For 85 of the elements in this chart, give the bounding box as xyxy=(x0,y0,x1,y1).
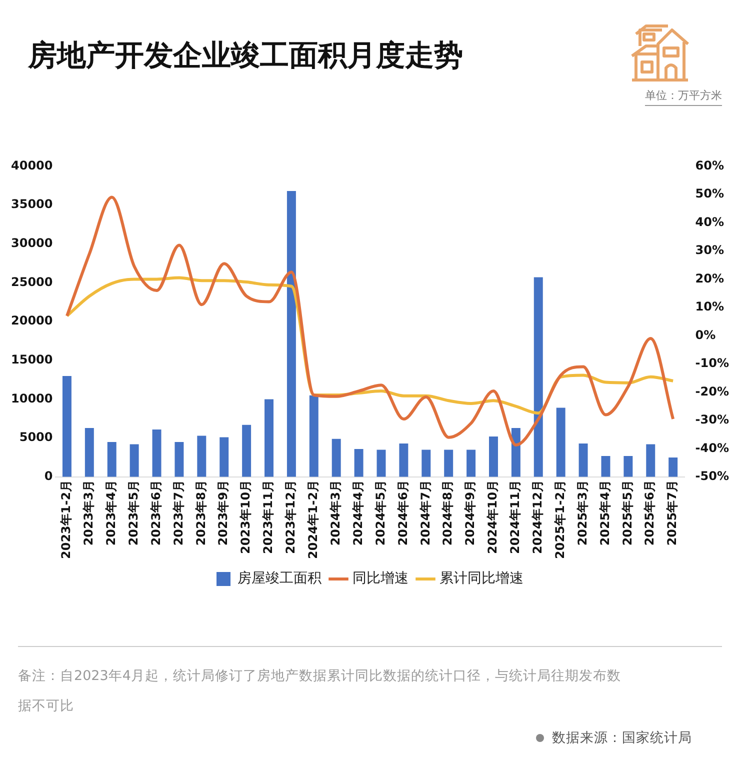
y2-tick-label: 60% xyxy=(695,158,724,172)
x-tick-label: 2024年9月 xyxy=(463,480,478,546)
x-tick-label: 2023年6月 xyxy=(148,480,163,546)
bar xyxy=(444,450,454,477)
bar xyxy=(624,456,633,477)
y-tick-label: 5000 xyxy=(19,430,53,444)
y-tick-label: 20000 xyxy=(11,314,53,328)
x-tick-label: 2025年6月 xyxy=(642,480,657,546)
bar xyxy=(578,444,588,477)
bar xyxy=(130,444,139,477)
y-tick-label: 40000 xyxy=(11,158,53,172)
bar xyxy=(264,399,274,477)
bar xyxy=(174,442,184,477)
legend-label: 房屋竣工面积 xyxy=(238,570,322,587)
y2-tick-label: -30% xyxy=(695,412,729,427)
bar xyxy=(534,277,543,477)
bar xyxy=(646,444,656,477)
bar xyxy=(242,424,252,477)
bar xyxy=(354,448,364,477)
x-tick-label: 2024年11月 xyxy=(508,480,522,554)
legend-label: 同比增速 xyxy=(352,570,408,587)
x-tick-label: 2023年9月 xyxy=(216,480,230,546)
y-tick-label: 30000 xyxy=(11,236,53,250)
x-tick-label: 2023年3月 xyxy=(82,480,96,546)
bar xyxy=(601,456,610,477)
y2-tick-label: 0% xyxy=(695,328,716,342)
x-tick-label: 2024年6月 xyxy=(396,480,410,546)
x-tick-label: 2024年8月 xyxy=(440,480,455,546)
y2-tick-label: 50% xyxy=(695,186,724,201)
y2-tick-label: 40% xyxy=(695,214,724,229)
bar xyxy=(332,438,341,477)
x-tick-label: 2024年10月 xyxy=(486,480,500,554)
y2-tick-label: 10% xyxy=(695,300,724,314)
x-tick-label: 2024年7月 xyxy=(418,480,432,546)
bar xyxy=(220,437,229,477)
bar xyxy=(197,436,206,477)
line-series xyxy=(65,196,675,447)
y2-tick-label: 20% xyxy=(695,271,724,286)
x-tick-label: 2023年12月 xyxy=(284,480,298,554)
bar xyxy=(489,436,498,477)
y-tick-label: 15000 xyxy=(11,352,53,367)
text: 备注：自2023年4月起，统计局修订了房地产数据累计同比数据的统计口径，与统计局往期发布数据不可比 xyxy=(18,646,722,721)
x-tick-label: 2025年3月 xyxy=(575,480,590,546)
y2-tick-label: -20% xyxy=(695,384,729,398)
bar xyxy=(107,442,116,477)
x-tick-label: 2024年12月 xyxy=(530,480,545,554)
source-note: 数据来源：国家统计局 xyxy=(552,729,692,747)
x-tick-label: 2025年1-2月 xyxy=(552,480,567,559)
x-tick-label: 2023年8月 xyxy=(194,480,208,546)
x-tick-label: 2023年11月 xyxy=(261,480,276,554)
bar xyxy=(668,458,678,477)
text: 单位：万平方米 xyxy=(645,88,722,106)
bar xyxy=(152,430,162,477)
y2-tick-label: 30% xyxy=(695,243,724,258)
x-tick-label: 2023年1-2月 xyxy=(59,480,74,559)
y-tick-label: 35000 xyxy=(11,197,53,212)
x-tick-label: 2024年1-2月 xyxy=(306,480,320,559)
legend-label: 累计同比增速 xyxy=(440,570,524,587)
x-tick-label: 2025年4月 xyxy=(598,480,612,546)
x-tick-label: 2024年4月 xyxy=(350,480,365,546)
y-tick-label: 10000 xyxy=(11,391,53,406)
y2-tick-label: -10% xyxy=(695,356,729,370)
x-tick-label: 2024年3月 xyxy=(328,480,342,546)
x-tick-label: 2025年7月 xyxy=(665,480,680,546)
bar xyxy=(556,408,566,477)
bar xyxy=(466,450,476,477)
y-tick-label: 0 xyxy=(44,469,53,484)
x-tick-label: 2023年4月 xyxy=(104,480,118,546)
x-tick-label: 2024年5月 xyxy=(373,480,388,546)
bar xyxy=(286,191,296,477)
bar xyxy=(309,395,318,477)
bar xyxy=(376,450,386,477)
bar xyxy=(422,450,431,477)
bar xyxy=(399,444,408,477)
bar xyxy=(62,376,72,477)
y2-tick-label: -50% xyxy=(695,469,729,484)
x-tick-label: 2025年5月 xyxy=(620,480,634,546)
y2-tick-label: -40% xyxy=(695,440,729,455)
bar xyxy=(511,428,520,477)
y-tick-label: 25000 xyxy=(11,274,53,289)
x-tick-label: 2023年5月 xyxy=(126,480,140,546)
bar xyxy=(84,428,94,477)
chart-title: 房地产开发企业竣工面积月度走势 xyxy=(28,37,463,74)
x-tick-label: 2023年7月 xyxy=(171,480,186,546)
x-tick-label: 2023年10月 xyxy=(238,480,253,554)
